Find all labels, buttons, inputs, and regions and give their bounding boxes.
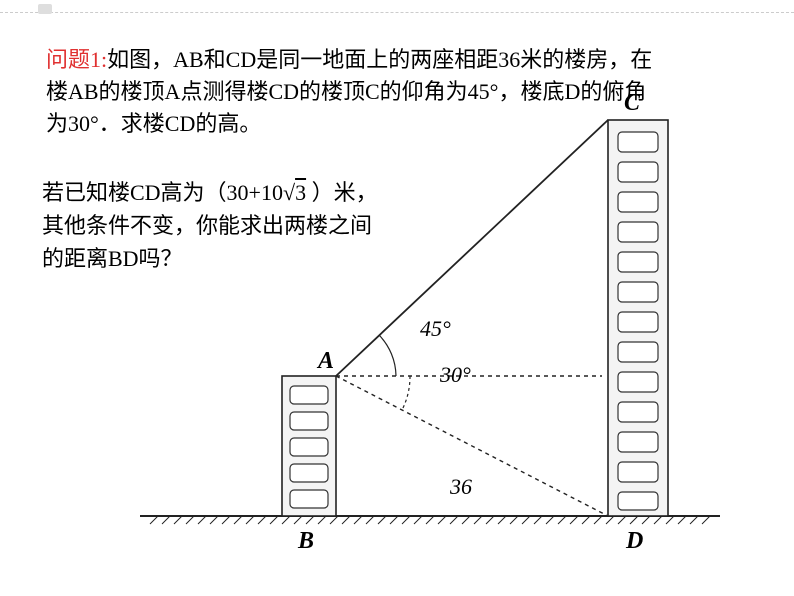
ground-hatching [150, 516, 710, 524]
arc-30 [402, 376, 410, 410]
label-b: B [298, 528, 314, 555]
label-c: C [624, 90, 640, 117]
label-angle-30: 30° [440, 362, 471, 388]
line-ac [336, 120, 608, 376]
label-d: D [626, 528, 643, 555]
label-a: A [318, 348, 334, 375]
diagram-svg [0, 0, 794, 596]
arc-45 [379, 335, 396, 376]
line-ad [336, 376, 608, 516]
label-distance: 36 [450, 474, 472, 500]
label-angle-45: 45° [420, 316, 451, 342]
building-ab-windows [290, 386, 328, 508]
